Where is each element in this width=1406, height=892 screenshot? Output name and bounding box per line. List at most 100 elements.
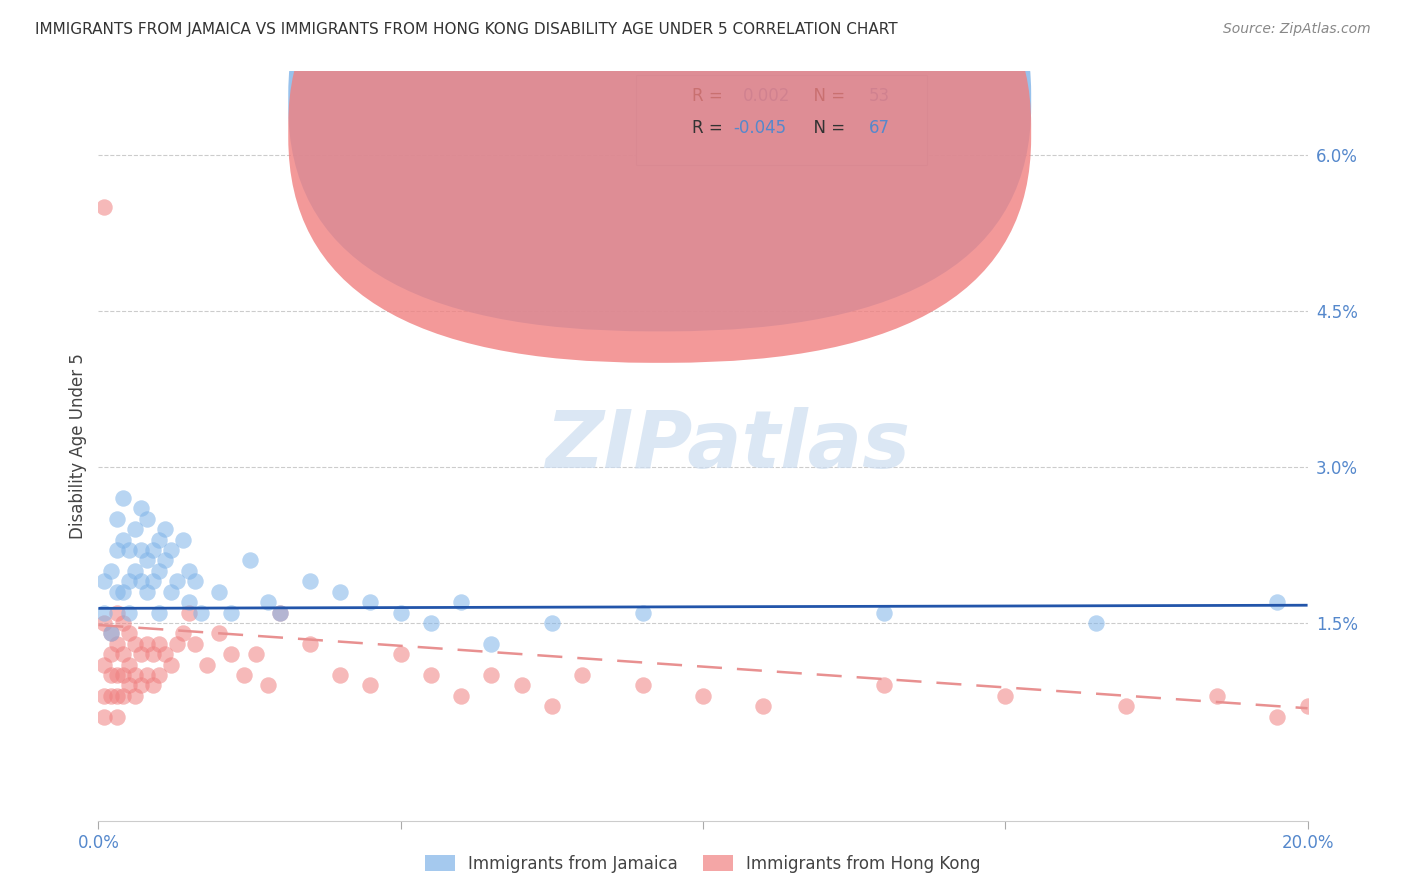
Point	[148, 606, 170, 620]
Point	[105, 606, 128, 620]
Text: 53: 53	[869, 87, 890, 105]
Point	[100, 668, 122, 682]
Point	[184, 574, 207, 589]
Point	[269, 606, 291, 620]
Point	[179, 606, 201, 620]
Point	[179, 564, 201, 578]
Point	[93, 657, 115, 672]
Point	[232, 668, 254, 682]
Point	[118, 626, 141, 640]
Point	[571, 668, 593, 682]
Point	[1386, 731, 1406, 745]
Text: IMMIGRANTS FROM JAMAICA VS IMMIGRANTS FROM HONG KONG DISABILITY AGE UNDER 5 CORR: IMMIGRANTS FROM JAMAICA VS IMMIGRANTS FR…	[35, 22, 898, 37]
Point	[752, 699, 775, 714]
Point	[105, 543, 128, 558]
Point	[129, 574, 152, 589]
Point	[111, 689, 134, 703]
Point	[420, 668, 443, 682]
Text: R =: R =	[692, 87, 728, 105]
Point	[129, 647, 152, 661]
FancyBboxPatch shape	[637, 75, 927, 165]
Point	[118, 657, 141, 672]
Point	[360, 595, 382, 609]
Point	[118, 543, 141, 558]
Point	[118, 606, 141, 620]
Point	[420, 615, 443, 630]
Point	[135, 512, 157, 526]
Point	[221, 606, 243, 620]
Point	[208, 626, 231, 640]
Point	[111, 668, 134, 682]
Point	[1357, 709, 1379, 723]
Text: -0.045: -0.045	[734, 119, 786, 136]
Point	[124, 668, 146, 682]
Point	[100, 689, 122, 703]
Point	[129, 543, 152, 558]
Point	[873, 606, 896, 620]
Point	[124, 522, 146, 536]
Point	[481, 637, 503, 651]
Point	[221, 647, 243, 661]
Point	[111, 533, 134, 547]
Point	[160, 584, 183, 599]
Point	[111, 584, 134, 599]
Point	[111, 647, 134, 661]
Point	[153, 647, 176, 661]
Point	[153, 553, 176, 567]
Point	[93, 200, 115, 214]
Point	[360, 678, 382, 692]
Point	[450, 689, 472, 703]
Point	[481, 668, 503, 682]
Point	[105, 689, 128, 703]
Point	[190, 606, 212, 620]
Point	[105, 668, 128, 682]
Point	[299, 574, 322, 589]
Point	[111, 615, 134, 630]
Point	[994, 689, 1017, 703]
Text: Source: ZipAtlas.com: Source: ZipAtlas.com	[1223, 22, 1371, 37]
Point	[256, 595, 278, 609]
Point	[142, 543, 165, 558]
Point	[142, 647, 165, 661]
Point	[1115, 699, 1137, 714]
Point	[124, 689, 146, 703]
FancyBboxPatch shape	[288, 0, 1031, 363]
Point	[142, 574, 165, 589]
Point	[93, 606, 115, 620]
FancyBboxPatch shape	[288, 0, 1031, 331]
Point	[135, 637, 157, 651]
Point	[111, 491, 134, 505]
Point	[631, 678, 654, 692]
Point	[1206, 689, 1229, 703]
Point	[540, 615, 562, 630]
Point	[1085, 615, 1108, 630]
Point	[124, 564, 146, 578]
Point	[450, 595, 472, 609]
Point	[1296, 699, 1319, 714]
Point	[510, 678, 533, 692]
Y-axis label: Disability Age Under 5: Disability Age Under 5	[69, 353, 87, 539]
Point	[105, 709, 128, 723]
Point	[148, 637, 170, 651]
Text: N =: N =	[803, 87, 851, 105]
Point	[105, 512, 128, 526]
Point	[105, 637, 128, 651]
Point	[1267, 709, 1289, 723]
Point	[329, 584, 352, 599]
Point	[692, 689, 714, 703]
Point	[124, 637, 146, 651]
Point	[172, 533, 194, 547]
Text: ZIPatlas: ZIPatlas	[544, 407, 910, 485]
Point	[329, 668, 352, 682]
Point	[93, 615, 115, 630]
Point	[299, 637, 322, 651]
Point	[1267, 595, 1289, 609]
Point	[93, 574, 115, 589]
Point	[166, 637, 188, 651]
Point	[100, 626, 122, 640]
Point	[118, 678, 141, 692]
Point	[195, 657, 218, 672]
Point	[160, 657, 183, 672]
Point	[100, 564, 122, 578]
Legend: Immigrants from Jamaica, Immigrants from Hong Kong: Immigrants from Jamaica, Immigrants from…	[419, 848, 987, 880]
